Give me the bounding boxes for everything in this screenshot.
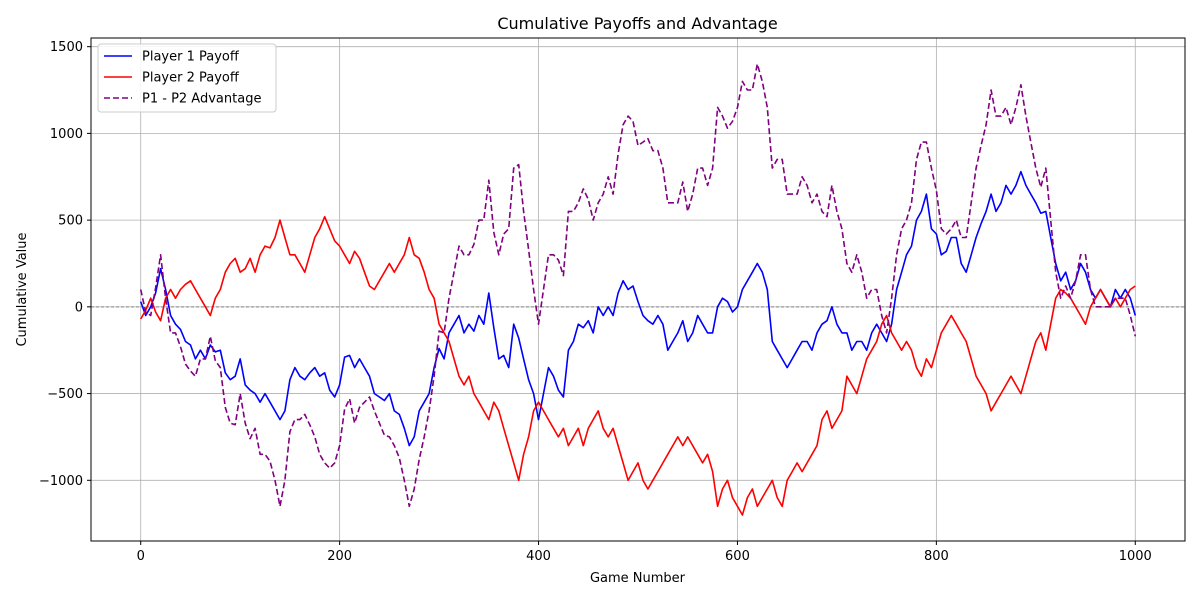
legend: Player 1 Payoff Player 2 Payoff P1 - P2 Ad… [97,43,277,113]
chart-title: Cumulative Payoffs and Advantage [497,14,777,33]
y-tick-label: 1500 [50,40,83,55]
x-tick-label: 1000 [1119,549,1152,564]
y-tick-label: 0 [75,300,83,315]
y-axis-ticks: −1000 −500 0 500 1000 1500 [39,40,91,489]
x-axis-ticks: 0 200 400 600 800 1000 [137,541,1152,564]
y-tick-label: −1000 [39,474,83,489]
y-tick-label: −500 [47,387,83,402]
legend-label: P1 - P2 Advantage [142,92,261,107]
legend-box [97,43,277,113]
series-group [139,63,1137,516]
x-axis-label: Game Number [590,571,686,586]
y-tick-label: 1000 [50,127,83,142]
series-line-1 [139,170,1137,447]
y-tick-label: 500 [58,214,83,229]
x-tick-label: 400 [526,549,551,564]
x-tick-label: 600 [725,549,750,564]
x-tick-label: 200 [327,549,352,564]
y-axis-label: Cumulative Value [15,232,30,346]
series-line-2 [140,215,1136,516]
plot-frame [90,37,1186,542]
series-line-3 [139,63,1137,508]
legend-label: Player 2 Payoff [142,71,240,86]
x-tick-label: 0 [137,549,145,564]
x-tick-label: 800 [924,549,949,564]
legend-label: Player 1 Payoff [142,50,240,65]
